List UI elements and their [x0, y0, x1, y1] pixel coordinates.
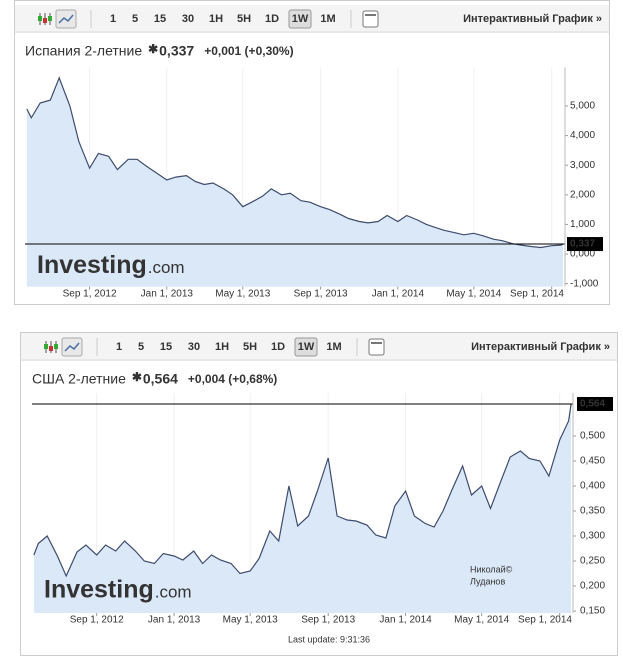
- interval-button[interactable]: 1D: [265, 13, 279, 25]
- last-value-tag: [577, 397, 613, 411]
- y-tick-label: 1,000: [570, 219, 595, 230]
- interval-button[interactable]: 1W: [292, 13, 309, 25]
- panel-border: [14, 0, 610, 305]
- x-tick-label: Sep 1, 2014: [510, 289, 564, 300]
- line-icon[interactable]: [64, 342, 80, 352]
- last-value-label: 0,337: [570, 239, 595, 250]
- x-tick-label: May 1, 2014: [454, 615, 509, 626]
- interval-button[interactable]: 1H: [209, 13, 223, 25]
- y-tick-label: 0,450: [580, 456, 605, 467]
- interval-button[interactable]: 5: [138, 341, 144, 353]
- interval-button[interactable]: 1M: [320, 13, 335, 25]
- interval-button[interactable]: 1W: [298, 341, 315, 353]
- interactive-chart-link[interactable]: Интерактивный График »: [471, 341, 610, 353]
- price: 0,564: [143, 371, 178, 387]
- x-tick-label: Sep 1, 2012: [63, 289, 117, 300]
- y-tick-label: 0,350: [580, 506, 605, 517]
- last-value-label: 0,564: [580, 399, 605, 410]
- interval-button[interactable]: 15: [154, 13, 166, 25]
- settings-icon[interactable]: [362, 10, 379, 28]
- last-update: Last update: 9:31:36: [288, 634, 370, 644]
- candle-icon-body[interactable]: [54, 344, 58, 349]
- direction-marker: ✱: [148, 42, 158, 56]
- candle-icon-body[interactable]: [44, 344, 48, 349]
- x-tick-label: Jan 1, 2013: [148, 615, 201, 626]
- y-tick-label: 5,000: [570, 101, 595, 112]
- interval-button[interactable]: 1: [116, 341, 122, 353]
- interval-button[interactable]: 1H: [215, 341, 229, 353]
- area-fill: [26, 77, 564, 287]
- interval-button[interactable]: 1M: [326, 341, 341, 353]
- interval-button[interactable]: 30: [182, 13, 194, 25]
- x-tick-label: May 1, 2014: [446, 289, 501, 300]
- candle-icon-body[interactable]: [48, 16, 52, 21]
- last-value-tag: [567, 237, 603, 252]
- y-tick-label: 0,400: [580, 481, 605, 492]
- x-tick-label: Sep 1, 2012: [70, 615, 124, 626]
- watermark-suffix: .com: [148, 258, 185, 277]
- interval-button[interactable]: 1D: [271, 341, 285, 353]
- direction-marker: ✱: [132, 370, 142, 384]
- interval-selected[interactable]: [294, 337, 318, 357]
- x-tick-label: May 1, 2013: [223, 615, 278, 626]
- y-tick-label: 0,200: [580, 581, 605, 592]
- interactive-chart-link[interactable]: Интерактивный График »: [463, 13, 602, 25]
- y-tick-label: 0,250: [580, 556, 605, 567]
- y-tick-label: -1,000: [570, 278, 599, 289]
- watermark: Investing: [37, 251, 147, 279]
- y-tick-label: 4,000: [570, 130, 595, 141]
- candle-icon-body[interactable]: [43, 18, 47, 23]
- x-tick-label: Jan 1, 2013: [141, 289, 194, 300]
- x-tick-label: Jan 1, 2014: [379, 615, 432, 626]
- interval-button[interactable]: 30: [188, 341, 200, 353]
- toolbar-bg: [15, 5, 609, 33]
- watermark: Investing: [44, 576, 154, 604]
- price-change: +0,001 (+0,30%): [204, 44, 293, 58]
- interval-button[interactable]: 15: [160, 341, 172, 353]
- author-note: Николай©: [470, 564, 513, 574]
- x-tick-label: Jan 1, 2014: [372, 289, 425, 300]
- y-tick-label: 0,000: [570, 249, 595, 260]
- y-tick-label: 0,150: [580, 606, 605, 617]
- price-line: [26, 76, 564, 249]
- panel-border: [20, 332, 618, 656]
- y-tick-label: 2,000: [570, 189, 595, 200]
- line-icon[interactable]: [58, 14, 74, 24]
- settings-icon[interactable]: [368, 338, 385, 356]
- interval-button[interactable]: 5H: [237, 13, 251, 25]
- price: 0,337: [159, 43, 194, 59]
- instrument-title: США 2-летние: [32, 371, 126, 387]
- price-line: [33, 403, 572, 578]
- toolbar-bg: [21, 333, 617, 361]
- y-tick-label: 0,300: [580, 531, 605, 542]
- x-tick-label: Sep 1, 2013: [301, 615, 355, 626]
- interval-selected[interactable]: [288, 9, 312, 29]
- x-tick-label: Sep 1, 2013: [294, 289, 348, 300]
- candle-icon-body[interactable]: [38, 16, 42, 21]
- author-note: Луданов: [470, 576, 505, 586]
- interval-button[interactable]: 1: [110, 13, 116, 25]
- y-tick-label: 3,000: [570, 160, 595, 171]
- interval-button[interactable]: 5: [132, 13, 138, 25]
- y-tick-label: 0,500: [580, 431, 605, 442]
- x-tick-label: Sep 1, 2014: [518, 615, 572, 626]
- candle-icon-body[interactable]: [49, 346, 53, 351]
- area-fill: [33, 404, 572, 613]
- instrument-title: Испания 2-летние: [25, 43, 142, 59]
- interval-button[interactable]: 5H: [243, 341, 257, 353]
- watermark-suffix: .com: [155, 582, 192, 601]
- price-change: +0,004 (+0,68%): [188, 372, 277, 386]
- x-tick-label: May 1, 2013: [215, 289, 270, 300]
